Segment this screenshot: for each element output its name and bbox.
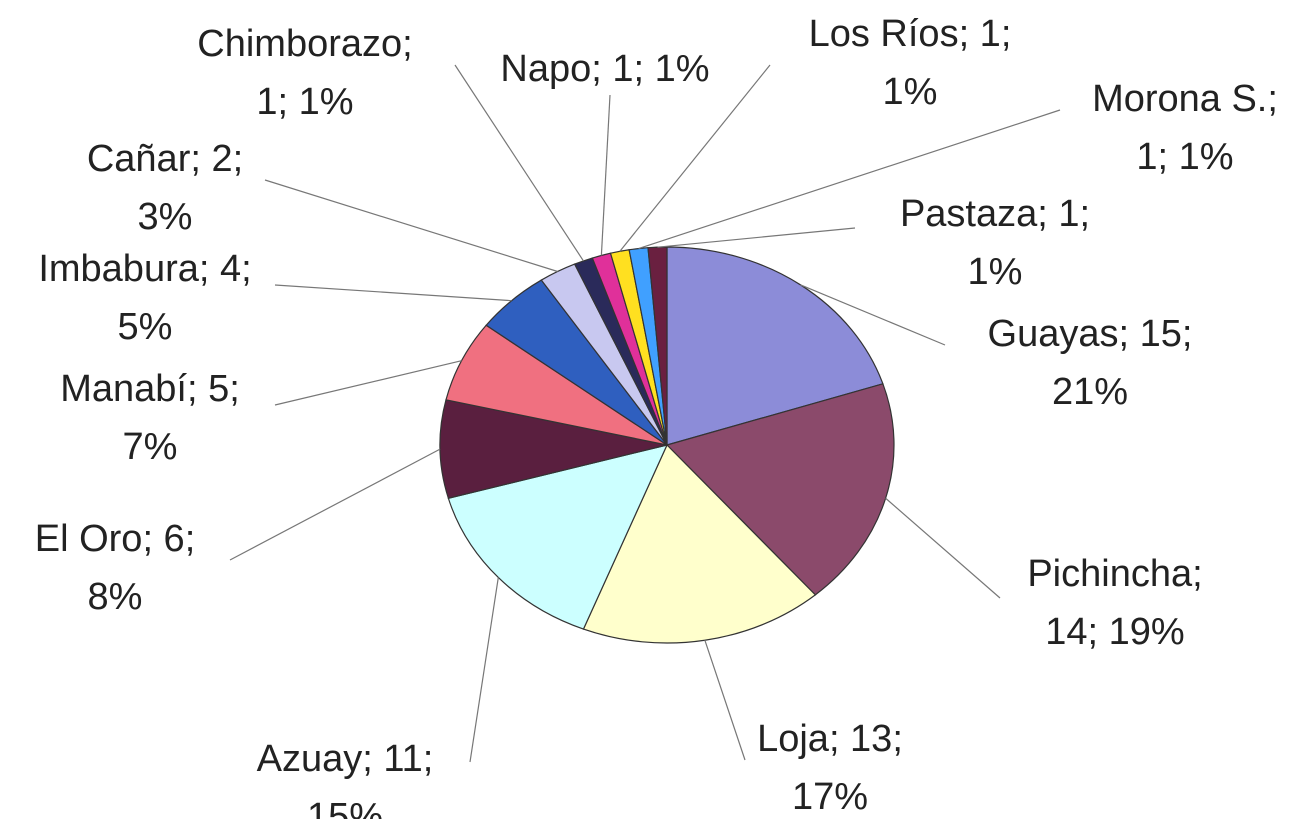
data-label: Morona S.; 1; 1% — [1092, 78, 1278, 178]
data-label: Chimborazo; 1; 1% — [197, 23, 413, 123]
data-label: Pichincha; 14; 19% — [1027, 553, 1203, 653]
pie-slice — [447, 444, 669, 630]
pie-slice — [439, 399, 668, 499]
leader-line — [800, 284, 946, 346]
leader-line — [638, 109, 1061, 250]
leader-line — [619, 64, 771, 252]
data-label: Cañar; 2; 3% — [86, 138, 244, 238]
data-label: Imbabura; 4; 5% — [38, 248, 252, 348]
leader-line — [454, 64, 584, 262]
leader-line — [264, 179, 558, 273]
pie-slice — [647, 246, 668, 446]
pie-slice — [665, 383, 895, 596]
data-label: El Oro; 6; 8% — [34, 518, 196, 618]
pie-slice — [666, 246, 884, 446]
leader-line — [600, 94, 611, 256]
data-label: Guayas; 15; 21% — [987, 313, 1193, 413]
leader-line — [885, 497, 1001, 599]
data-label: Pastaza; 1; 1% — [899, 193, 1091, 293]
data-label: Manabí; 5; 7% — [60, 368, 240, 468]
leader-line — [657, 227, 856, 248]
data-label: Los Ríos; 1; 1% — [808, 13, 1012, 113]
data-label: Azuay; 11; 15% — [256, 738, 434, 819]
pie-slice — [582, 443, 817, 644]
leader-line — [704, 640, 746, 761]
data-label: Napo; 1; 1% — [500, 48, 710, 90]
leader-line — [229, 448, 441, 561]
data-label: Loja; 13; 17% — [757, 718, 903, 818]
leader-line — [274, 284, 512, 302]
leader-line — [469, 577, 499, 763]
leader-line — [274, 360, 462, 406]
